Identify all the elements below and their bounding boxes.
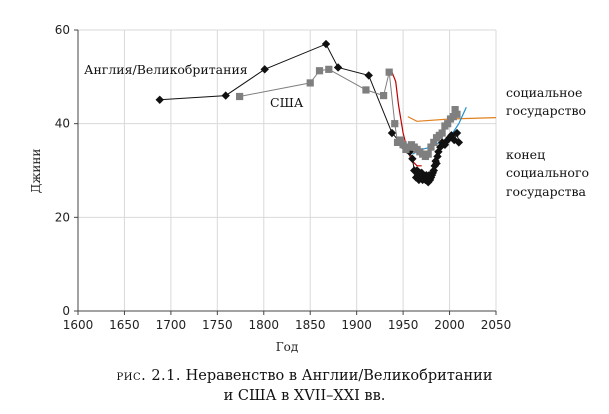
data-point: [440, 140, 450, 149]
data-point: [451, 106, 459, 114]
data-point: [424, 150, 432, 158]
annotations: Англия/Великобритания США социальное гос…: [84, 62, 589, 199]
data-point: [429, 166, 438, 175]
annotation-end-welfare-2: социального: [506, 165, 589, 180]
x-tick-label: 1650: [109, 318, 140, 332]
axes: [74, 29, 497, 315]
annotation-welfare-state-1: социальное: [506, 85, 582, 100]
data-point: [447, 131, 456, 140]
data-point: [315, 67, 324, 75]
data-point: [396, 136, 404, 144]
data-point: [155, 95, 164, 104]
annotation-welfare-state-2: государство: [506, 103, 586, 118]
data-point: [385, 68, 393, 76]
annotation-end-welfare-3: государства: [506, 184, 587, 199]
data-point: [325, 65, 333, 73]
data-series: [155, 39, 464, 187]
x-tick-label: 1750: [202, 318, 233, 332]
data-point: [387, 128, 397, 138]
data-point: [438, 129, 446, 137]
series-usa: [236, 65, 461, 161]
data-point: [399, 141, 407, 149]
x-tick-label: 1900: [341, 318, 372, 332]
data-point: [453, 110, 461, 118]
data-point: [260, 65, 269, 74]
y-tick-label: 20: [55, 210, 70, 224]
gini-chart: 1600 1650 1700 1750 1800 1850 1900 1950 2000 2050…: [29, 23, 589, 354]
data-point: [454, 138, 464, 147]
data-point: [321, 39, 331, 49]
data-point: [452, 128, 462, 138]
data-point: [427, 143, 435, 151]
x-tick-label: 1950: [388, 318, 419, 332]
trend-line-socialnoe-orange: [407, 116, 497, 122]
data-point: [444, 120, 452, 128]
x-tick-label: 1700: [156, 318, 187, 332]
annotation-england: Англия/Великобритания: [84, 62, 248, 77]
data-point: [236, 92, 244, 101]
x-tick-label: 1800: [249, 318, 280, 332]
tick-labels: 1600 1650 1700 1750 1800 1850 1900 1950 2000 2050…: [55, 23, 512, 332]
data-point: [434, 147, 443, 156]
x-tick-label: 1850: [295, 318, 326, 332]
x-tick-label: 1600: [63, 318, 94, 332]
caption-prefix: рис. 2.1.: [116, 368, 181, 384]
data-point: [364, 71, 373, 80]
data-point: [380, 91, 388, 100]
y-tick-label: 0: [62, 304, 70, 318]
data-point: [391, 120, 399, 128]
annotation-usa: США: [270, 95, 304, 110]
data-point: [412, 166, 422, 175]
x-tick-label: 2050: [481, 318, 512, 332]
annotation-end-welfare-1: конец: [506, 147, 545, 162]
y-tick-label: 40: [55, 117, 70, 131]
data-point: [362, 86, 370, 94]
caption-title: Неравенство в Англии/Великобритании: [185, 368, 493, 384]
figure-caption: рис. 2.1. Неравенство в Англии/Великобри…: [0, 366, 609, 406]
data-point: [221, 91, 230, 100]
data-point: [333, 63, 343, 72]
y-tick-label: 60: [55, 23, 70, 37]
caption-line-1: рис. 2.1. Неравенство в Англии/Великобри…: [0, 366, 609, 386]
data-point: [449, 113, 457, 121]
y-axis-label: Джини: [29, 149, 43, 194]
x-axis-label: Год: [276, 340, 299, 354]
data-point: [306, 79, 314, 87]
series-line: [239, 68, 458, 158]
data-point: [408, 154, 417, 163]
data-point: [432, 159, 441, 168]
data-point: [430, 138, 438, 146]
x-tick-label: 2000: [434, 318, 465, 332]
caption-line-2: и США в XVII–XXI вв.: [223, 388, 386, 404]
gridlines: [78, 29, 497, 311]
